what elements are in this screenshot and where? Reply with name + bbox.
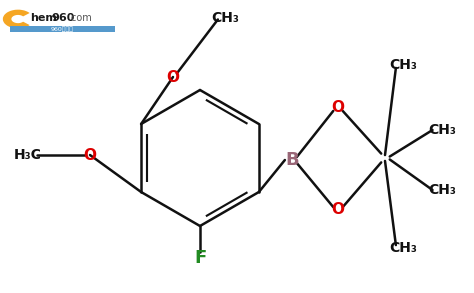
Text: .com: .com [68, 13, 91, 23]
Text: CH₃: CH₃ [428, 123, 456, 137]
Text: 960: 960 [51, 13, 74, 23]
Text: CH₃: CH₃ [211, 11, 239, 25]
FancyBboxPatch shape [0, 4, 137, 37]
Wedge shape [3, 10, 30, 28]
Text: O: O [166, 69, 180, 84]
Text: B: B [285, 151, 299, 169]
Text: O: O [331, 202, 345, 217]
Text: hem: hem [30, 13, 57, 23]
Text: F: F [194, 249, 206, 267]
Text: CH₃: CH₃ [389, 241, 417, 255]
Text: 960化工网: 960化工网 [51, 26, 74, 32]
Text: H₃C: H₃C [14, 148, 42, 162]
Bar [10, 26, 115, 32]
Text: CH₃: CH₃ [389, 58, 417, 72]
Text: O: O [83, 147, 97, 163]
Text: O: O [331, 100, 345, 115]
Text: CH₃: CH₃ [428, 183, 456, 197]
